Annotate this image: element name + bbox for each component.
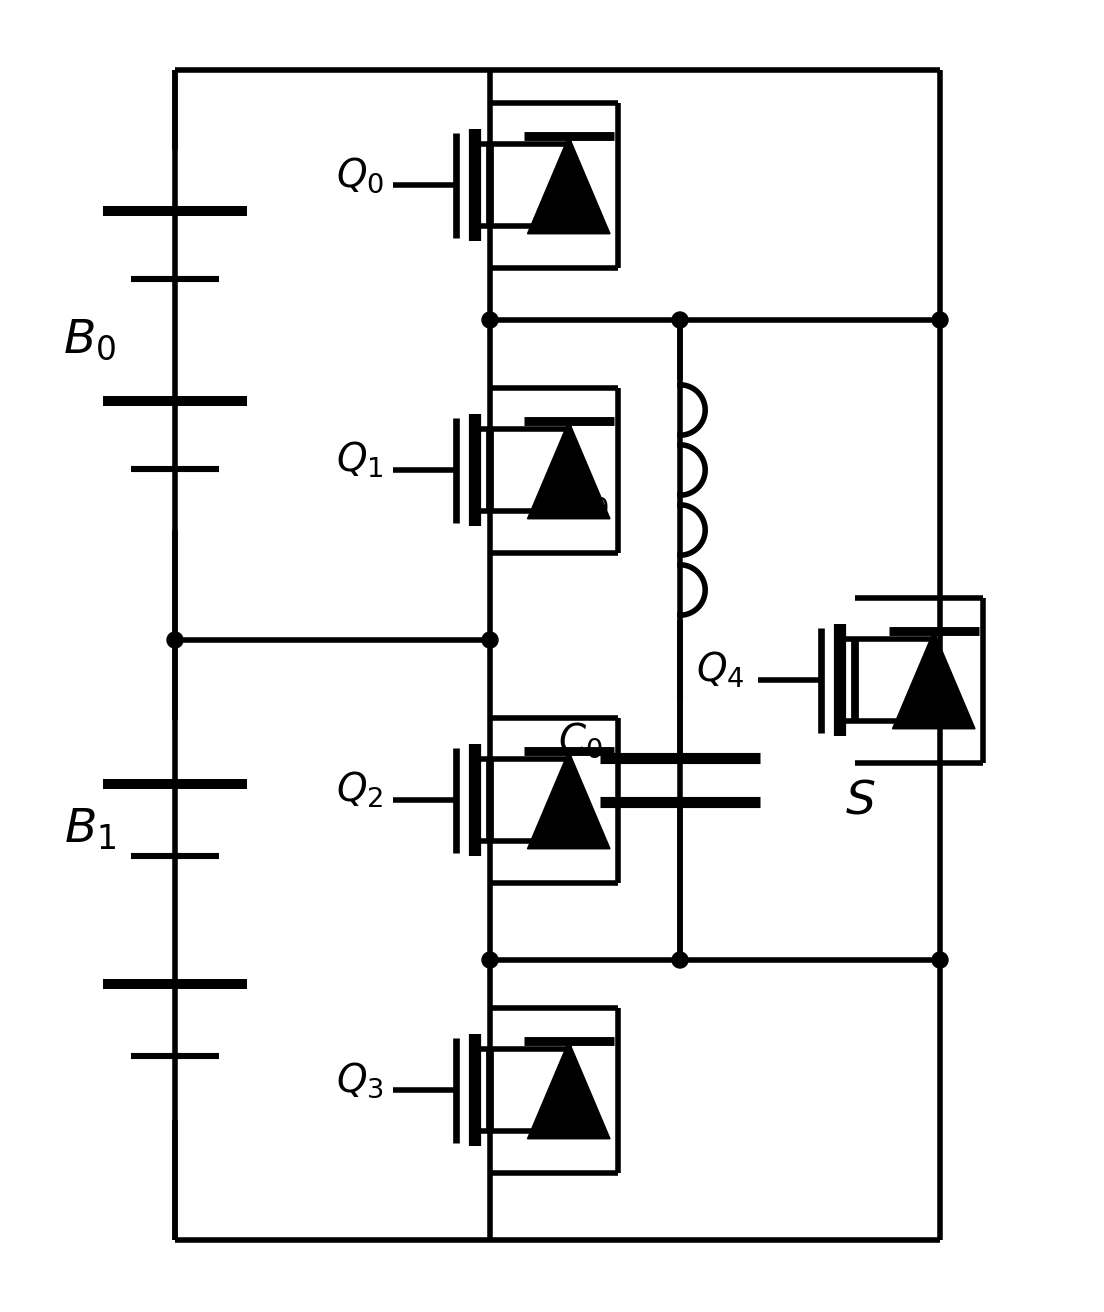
Text: $Q_{2}$: $Q_{2}$ <box>337 770 383 810</box>
Circle shape <box>482 312 498 328</box>
Polygon shape <box>528 136 611 234</box>
Polygon shape <box>528 421 611 518</box>
Text: $B_{0}$: $B_{0}$ <box>63 318 117 363</box>
Circle shape <box>482 953 498 968</box>
Circle shape <box>167 632 183 648</box>
Circle shape <box>672 312 688 328</box>
Circle shape <box>672 953 688 968</box>
Circle shape <box>932 312 948 328</box>
Text: $Q_{0}$: $Q_{0}$ <box>336 155 384 194</box>
Text: $S$: $S$ <box>845 777 875 823</box>
Circle shape <box>482 632 498 648</box>
Text: $L_{0}$: $L_{0}$ <box>571 480 609 520</box>
Polygon shape <box>528 752 611 849</box>
Polygon shape <box>892 631 975 728</box>
Text: $Q_{1}$: $Q_{1}$ <box>337 440 384 480</box>
Text: $C_{0}$: $C_{0}$ <box>558 720 603 760</box>
Circle shape <box>932 953 948 968</box>
Text: $B_{1}$: $B_{1}$ <box>64 807 116 853</box>
Text: $Q_{4}$: $Q_{4}$ <box>696 649 744 690</box>
Text: $Q_{3}$: $Q_{3}$ <box>336 1060 384 1099</box>
Polygon shape <box>528 1042 611 1139</box>
